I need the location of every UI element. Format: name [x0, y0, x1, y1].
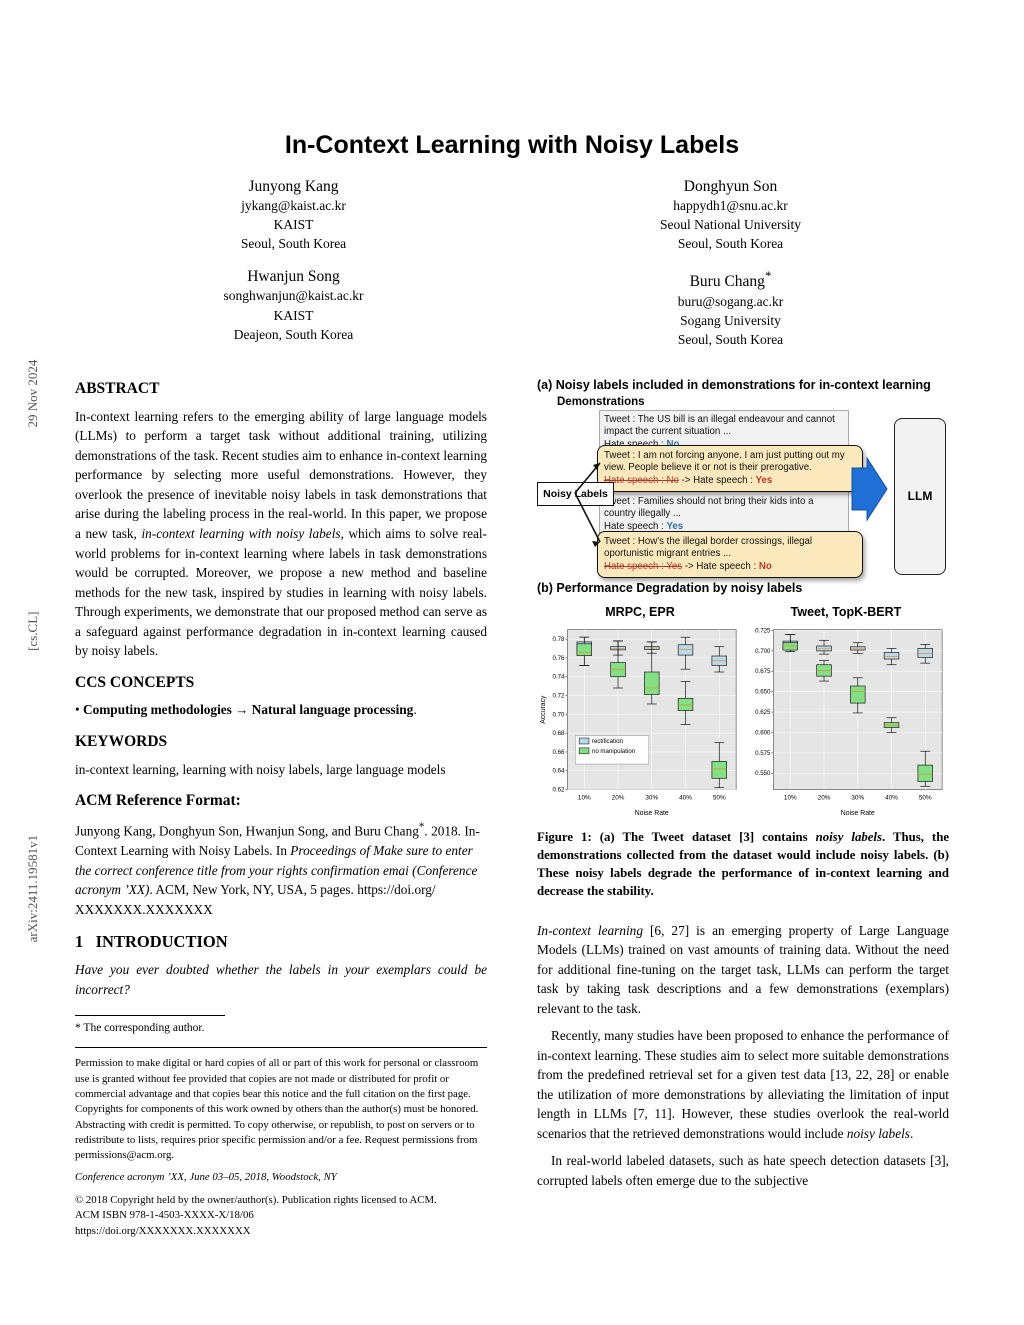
svg-text:0.68: 0.68 [553, 730, 566, 737]
svg-text:50%: 50% [713, 794, 726, 801]
svg-text:0.70: 0.70 [553, 711, 566, 718]
svg-text:0.64: 0.64 [553, 768, 566, 775]
svg-text:10%: 10% [578, 794, 591, 801]
svg-text:0.700: 0.700 [755, 648, 771, 655]
svg-text:20%: 20% [612, 794, 625, 801]
svg-text:40%: 40% [679, 794, 692, 801]
svg-text:0.550: 0.550 [755, 770, 771, 777]
svg-text:0.650: 0.650 [755, 689, 771, 696]
svg-text:0.72: 0.72 [553, 692, 566, 699]
svg-text:0.725: 0.725 [755, 627, 771, 634]
svg-text:0.575: 0.575 [755, 750, 771, 757]
svg-text:no manipulation: no manipulation [592, 748, 636, 755]
svg-text:0.625: 0.625 [755, 709, 771, 716]
svg-text:0.675: 0.675 [755, 668, 771, 675]
svg-text:0.600: 0.600 [755, 729, 771, 736]
svg-text:30%: 30% [851, 794, 864, 801]
svg-text:Noise Rate: Noise Rate [841, 810, 875, 817]
svg-text:20%: 20% [818, 794, 831, 801]
svg-text:30%: 30% [645, 794, 658, 801]
svg-text:Noise Rate: Noise Rate [635, 810, 669, 817]
svg-text:0.78: 0.78 [553, 636, 566, 643]
svg-text:Accuracy: Accuracy [540, 695, 547, 724]
svg-text:40%: 40% [885, 794, 898, 801]
svg-text:50%: 50% [919, 794, 932, 801]
svg-text:rectification: rectification [592, 738, 624, 745]
svg-text:0.62: 0.62 [553, 787, 566, 794]
svg-text:10%: 10% [784, 794, 797, 801]
svg-text:0.74: 0.74 [553, 674, 566, 681]
svg-text:0.76: 0.76 [553, 655, 566, 662]
svg-text:0.66: 0.66 [553, 749, 566, 756]
